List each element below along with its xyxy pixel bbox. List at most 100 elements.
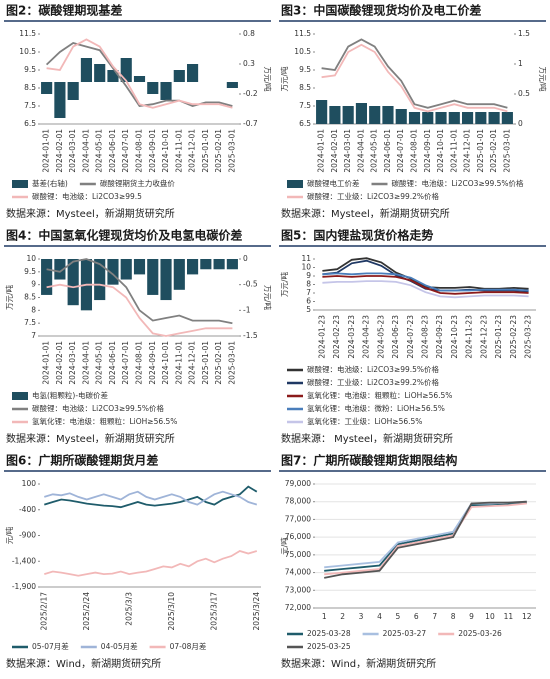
- x-tick-label: 7: [432, 612, 437, 621]
- y-tick-label: 8: [31, 305, 36, 314]
- y2-tick-label: 1.5: [518, 29, 530, 38]
- y2-tick-label: 0: [518, 119, 523, 128]
- x-tick-label: 4: [377, 612, 382, 621]
- y-tick-label: -1,900: [12, 582, 36, 591]
- y-tick-label: 76,000: [285, 532, 311, 541]
- legend-label: 氢氧化锂：工业级：LiOH≥56.5%: [307, 416, 422, 426]
- legend-label: 氢氧化锂：电池级：粗颗粒：LiOH≥56.5%: [32, 416, 177, 426]
- y2-axis-label: 万元/吨: [263, 66, 273, 92]
- legend-item: 07-08月差: [149, 641, 207, 651]
- x-tick-label: 2024-09-01: [148, 129, 157, 173]
- panel-title: 图5：国内锂盐现货价格走势: [281, 228, 433, 243]
- bar: [369, 106, 381, 124]
- bar: [316, 100, 328, 124]
- x-tick-label: 2024-07-01: [396, 129, 405, 173]
- x-tick-label: 2024-12-01: [463, 129, 472, 173]
- bar: [488, 112, 500, 124]
- y2-tick-label: 0.5: [518, 89, 530, 98]
- series-line: [322, 272, 529, 292]
- data-source: 数据来源：Mysteel，新湖期货研究所: [6, 432, 175, 445]
- bar: [382, 106, 394, 124]
- panel-title: 图4：中国氢氧化锂现货均价及电氢电碳价差: [6, 228, 242, 243]
- panel-title: 图6：广期所碳酸锂期货月差: [6, 453, 158, 468]
- y2-axis-label: 万元/吨: [538, 66, 548, 92]
- x-tick-label: 2024-12-01: [188, 341, 197, 385]
- y-tick-label: 5: [306, 305, 311, 314]
- bar: [200, 259, 212, 270]
- series-line: [46, 283, 233, 337]
- x-tick-label: 2025-03-01: [227, 341, 236, 385]
- legend-label: 2025-03-26: [458, 629, 502, 638]
- x-tick-label: 2025-03-01: [227, 129, 236, 173]
- x-tick-label: 2024-07-23: [406, 315, 415, 359]
- series-line: [46, 258, 233, 325]
- legend-label: 碳酸锂：电池级：Li2CO3≥99.5%价格: [307, 364, 440, 374]
- x-tick-label: 2024-10-23: [450, 315, 459, 359]
- y-tick-label: 9.5: [24, 267, 36, 276]
- y-tick-label: 73,000: [285, 585, 311, 594]
- x-tick-label: 2024-04-23: [362, 315, 371, 359]
- bar: [107, 259, 119, 285]
- series-line: [324, 500, 527, 579]
- series-line: [321, 43, 508, 113]
- x-tick-label: 2024-08-01: [410, 129, 419, 173]
- legend-item: 2025-03-25: [287, 642, 351, 651]
- data-source: 数据来源：Mysteel，新湖期货研究所: [281, 207, 450, 220]
- bar: [67, 82, 79, 100]
- legend-item: 氢氧化锂：电池级：粗颗粒：LiOH≥56.5%: [287, 390, 452, 400]
- y-axis-label: 万元/吨: [279, 66, 289, 92]
- y2-axis-label: 万元/吨: [263, 285, 273, 311]
- legend-item: 2025-03-28: [287, 629, 351, 638]
- y-tick-label: 79,000: [285, 479, 311, 488]
- x-tick-label: 2024-05-01: [95, 129, 104, 173]
- bar: [120, 259, 132, 280]
- y2-tick-label: -1: [243, 305, 251, 314]
- x-tick-label: 2025-02-01: [214, 129, 223, 173]
- x-tick-label: 2024-08-01: [135, 129, 144, 173]
- bar: [147, 259, 159, 295]
- bar: [186, 259, 199, 275]
- y-tick-label: 10.5: [294, 47, 311, 56]
- x-tick-label: 2024-01-01: [42, 129, 51, 173]
- bar: [395, 109, 407, 124]
- y-axis-label: 万元/吨: [4, 284, 14, 310]
- bar: [107, 70, 119, 82]
- x-tick-label: 2024-10-01: [161, 341, 170, 385]
- series-line: [46, 38, 233, 109]
- bar: [147, 82, 159, 94]
- x-tick-label: 2025/3/10: [167, 592, 176, 631]
- y-tick-label: 11.5: [294, 29, 311, 38]
- x-tick-label: 2024-06-01: [108, 129, 117, 173]
- x-tick-label: 2024-07-01: [121, 341, 130, 385]
- y-tick-label: 78,000: [285, 497, 311, 506]
- legend-label: 碳酸锂电工价差: [307, 178, 360, 188]
- bar: [41, 82, 53, 94]
- y-tick-label: 9.5: [299, 65, 311, 74]
- x-tick-label: 2024-11-23: [465, 315, 474, 359]
- legend-item: 碳酸锂：电池级：Li2CO3≥99.5%价格: [371, 178, 524, 188]
- series-line: [324, 502, 527, 576]
- x-tick-label: 2024-03-01: [68, 129, 77, 173]
- x-tick-label: 2024-05-23: [376, 315, 385, 359]
- y-tick-label: 9: [31, 280, 36, 289]
- x-tick-label: 2024-03-23: [347, 315, 356, 359]
- y-tick-label: 8.5: [299, 83, 311, 92]
- y-tick-label: 8: [306, 280, 311, 289]
- y-tick-label: 100: [22, 479, 37, 488]
- y-tick-label: 8.5: [24, 83, 36, 92]
- x-tick-label: 3: [359, 612, 364, 621]
- bar: [67, 259, 79, 306]
- x-tick-label: 5: [395, 612, 400, 621]
- y2-tick-label: -0.7: [243, 119, 258, 128]
- bar: [133, 259, 146, 275]
- x-tick-label: 2024-11-01: [449, 129, 458, 173]
- bar: [54, 82, 66, 118]
- x-tick-label: 2025-02-23: [509, 315, 518, 359]
- y-tick-label: 7.5: [299, 101, 311, 110]
- y-tick-label: -400: [19, 505, 36, 514]
- legend-item: 碳酸锂：工业级：Li2CO3≥99.2%价格: [287, 191, 440, 201]
- x-tick-label: 2024-05-01: [370, 129, 379, 173]
